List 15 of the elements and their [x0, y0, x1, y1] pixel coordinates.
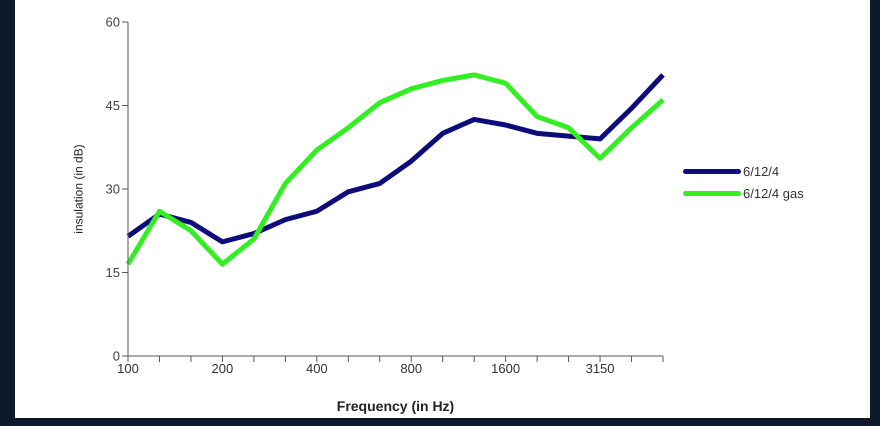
legend-label: 6/12/4 gas: [743, 186, 804, 200]
x-tick-label: 100: [117, 361, 139, 376]
y-tick-label: 60: [106, 14, 120, 30]
y-tick-label: 45: [106, 98, 120, 114]
x-axis-title: Frequency (in Hz): [336, 398, 454, 414]
y-tick-label: 15: [106, 265, 120, 280]
x-tick-label: 800: [400, 361, 422, 376]
y-tick-label: 0: [112, 348, 120, 364]
x-tick-label: 3150: [586, 361, 615, 376]
x-tick-label: 200: [212, 361, 234, 376]
y-tick-label: 30: [106, 182, 120, 197]
legend-label: 6/12/4: [743, 164, 780, 178]
x-tick-label: 400: [306, 361, 328, 376]
y-axis-title: insulation (in dB): [71, 144, 86, 234]
x-tick-label: 1600: [491, 361, 520, 376]
